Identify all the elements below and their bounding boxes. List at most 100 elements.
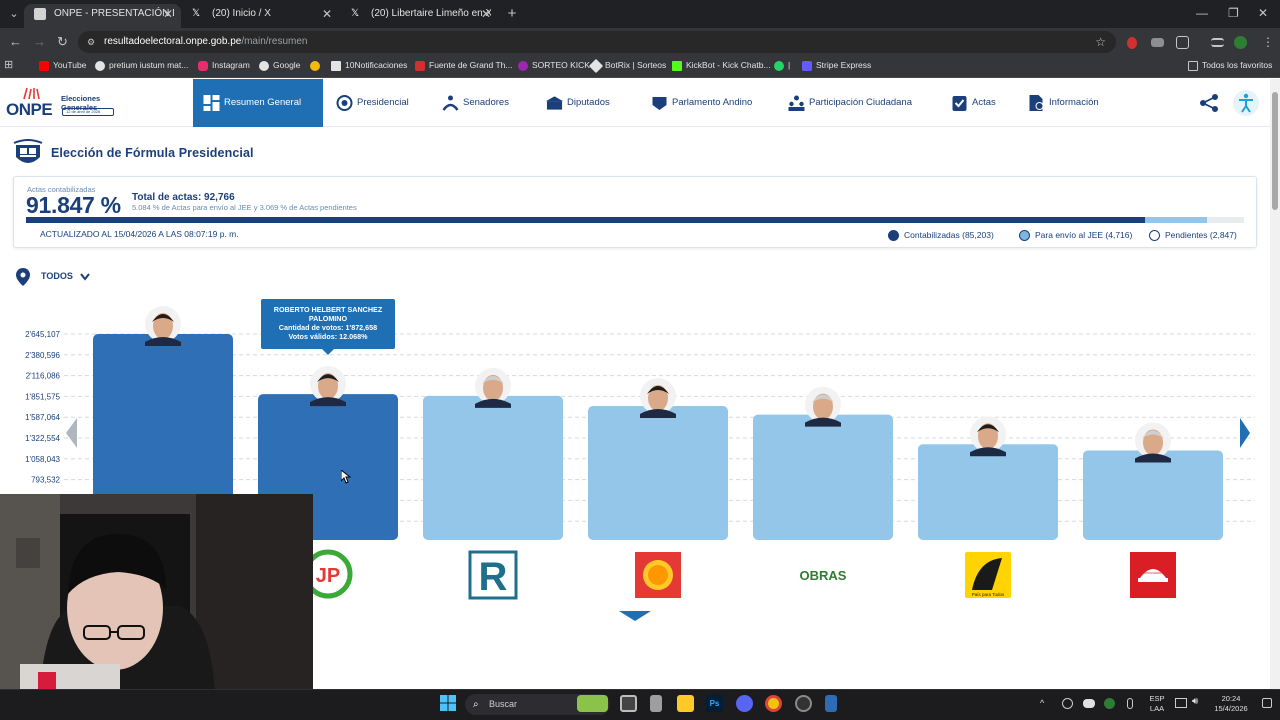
tab-search-icon[interactable]: ⌄ (9, 8, 19, 20)
media-icon[interactable] (1211, 38, 1224, 47)
volume-icon[interactable]: 🔊︎ (1192, 696, 1199, 707)
y-tick-label: 2'116,086 (26, 372, 61, 381)
extension-icon[interactable] (1127, 37, 1137, 49)
close-tab-icon[interactable]: ✕ (480, 7, 491, 21)
candidate-face (1143, 429, 1163, 456)
app-icon[interactable] (650, 695, 662, 712)
onpe-logo[interactable]: ONPE Elecciones Generales 12 de abril de… (6, 86, 116, 122)
andean-parliament-icon (652, 97, 667, 110)
widget-landscape-icon[interactable] (577, 695, 608, 712)
tray-chevron-icon[interactable]: ^ (1040, 698, 1045, 708)
nav-resumen-general[interactable]: Resumen General (193, 79, 323, 127)
tab-x-inicio[interactable]: 𝕏 (20) Inicio / X ✕ (182, 4, 340, 28)
all-bookmarks[interactable]: Todos los favoritos (1188, 60, 1272, 71)
notifications-icon[interactable] (1262, 698, 1272, 708)
scroll-down-arrow[interactable] (619, 611, 651, 621)
bookmark-grand-theft[interactable]: Fuente de Grand Th... (415, 60, 512, 71)
clipboard-check-icon (952, 96, 967, 111)
instagram-icon (198, 61, 208, 71)
discord-icon[interactable] (736, 695, 753, 712)
bar (753, 414, 893, 540)
extension-icon[interactable] (1151, 38, 1164, 47)
bar (1083, 450, 1223, 540)
google-icon (95, 61, 105, 71)
task-view-icon[interactable] (620, 695, 637, 712)
youtube-icon (39, 61, 49, 71)
nav-presidencial[interactable]: Presidencial (326, 79, 409, 127)
whatsapp-icon (774, 61, 784, 71)
calculator-icon[interactable] (825, 695, 837, 712)
close-window-icon[interactable]: ✕ (1258, 6, 1269, 20)
bookmark-whatsapp[interactable]: | (774, 60, 790, 71)
taskbar-search[interactable]: ⌕ Buscar (465, 694, 610, 715)
bookmark-kickbot[interactable]: KickBot - Kick Chatb... (672, 60, 771, 71)
presidential-seal-icon (336, 95, 353, 111)
obs-icon[interactable] (795, 695, 812, 712)
party-logo-obras: OBRAS (800, 568, 847, 583)
restore-icon[interactable]: ❐ (1228, 6, 1239, 20)
reload-icon[interactable]: ↻ (57, 34, 68, 49)
bookmark-star-icon[interactable]: ☆ (1095, 35, 1106, 49)
chart-next-arrow[interactable] (1240, 418, 1250, 448)
scrollbar[interactable] (1270, 79, 1280, 691)
extensions-puzzle-icon[interactable] (1176, 36, 1189, 49)
progress-jee (1144, 217, 1207, 223)
bookmark-sorteo-kick[interactable]: SORTEO KICK (518, 60, 590, 71)
language-indicator[interactable]: ESP LAA (1149, 694, 1165, 713)
apps-grid-icon[interactable]: ⊞ (4, 59, 14, 71)
forward-icon[interactable]: → (33, 34, 46, 49)
bookmark-instagram[interactable]: Instagram (198, 60, 250, 71)
clock[interactable]: 20:24 15/4/2026 (1214, 694, 1248, 713)
minimize-icon[interactable]: — (1196, 6, 1208, 20)
share-icon[interactable] (1199, 93, 1219, 113)
tab-onpe[interactable]: ONPE - PRESENTACIÓN DE RES ✕ (24, 4, 181, 28)
search-icon: ⌕ (473, 699, 479, 710)
site-info-icon[interactable]: ⚙ (87, 37, 96, 47)
nav-parlamento-andino[interactable]: Parlamento Andino (641, 79, 752, 127)
candidate-face (978, 423, 998, 450)
scroll-thumb[interactable] (1272, 92, 1278, 210)
windows-start-icon[interactable] (440, 695, 456, 711)
address-bar[interactable]: ⚙ resultadoelectoral.onpe.gob.pe/main/re… (78, 31, 1116, 53)
nav-actas[interactable]: Actas (941, 79, 996, 127)
close-tab-icon[interactable]: ✕ (162, 7, 173, 21)
tab-x-libertaire[interactable]: 𝕏 (20) Libertaire Limeño en X: "La ✕ (341, 4, 499, 28)
sun-core (648, 565, 668, 585)
nav-senadores[interactable]: Senadores (432, 79, 509, 127)
legend-jee: Para envío al JEE (4,716) (1019, 230, 1132, 241)
photoshop-icon[interactable]: Ps (706, 695, 723, 712)
dashboard-icon (203, 95, 220, 111)
tray-app-icon[interactable] (1104, 698, 1115, 709)
back-icon[interactable]: ← (9, 34, 22, 49)
bookmark-pretium[interactable]: pretium iustum mat... (95, 60, 188, 71)
y-tick-label: 1'058,043 (25, 455, 60, 464)
profile-avatar-icon[interactable] (1234, 36, 1247, 49)
votes-bar-chart: 2'645,107 2'380,596 2'116,086 1'851,575 1'58… (25, 306, 1255, 600)
bookmark-stripe[interactable]: Stripe Express (802, 60, 871, 71)
network-icon[interactable] (1175, 698, 1187, 708)
accessibility-button[interactable] (1233, 90, 1259, 116)
nav-informacion[interactable]: Información (1018, 79, 1099, 127)
bookmark-youtube[interactable]: YouTube (39, 60, 86, 71)
bookmark-10notificaciones[interactable]: 10Notificaciones (331, 60, 407, 71)
bookmark-google[interactable]: Google (259, 60, 300, 71)
nav-diputados[interactable]: Diputados (536, 79, 610, 127)
chart-prev-arrow[interactable] (66, 418, 77, 448)
webcam-person (0, 494, 313, 692)
new-tab-button[interactable]: + (507, 5, 517, 22)
bookmark-botrix[interactable]: BotRix | Sorteos (588, 58, 666, 74)
bar (423, 395, 563, 540)
botrix-icon (588, 58, 604, 74)
tray-sync-icon[interactable] (1062, 698, 1073, 709)
browser-menu-icon[interactable]: ⋮ (1262, 35, 1274, 49)
chrome-icon[interactable] (765, 695, 782, 712)
nav-participacion-ciudadana[interactable]: Participación Ciudadana (778, 79, 912, 127)
chamber-icon (546, 96, 563, 110)
file-explorer-icon[interactable] (677, 695, 694, 712)
microphone-icon[interactable] (1127, 698, 1133, 709)
close-tab-icon[interactable]: ✕ (321, 7, 332, 21)
kickbot-icon (672, 61, 682, 71)
onedrive-icon[interactable] (1083, 699, 1095, 708)
y-tick-label: 1'851,575 (25, 392, 60, 401)
location-filter[interactable]: TODOS (16, 268, 136, 286)
